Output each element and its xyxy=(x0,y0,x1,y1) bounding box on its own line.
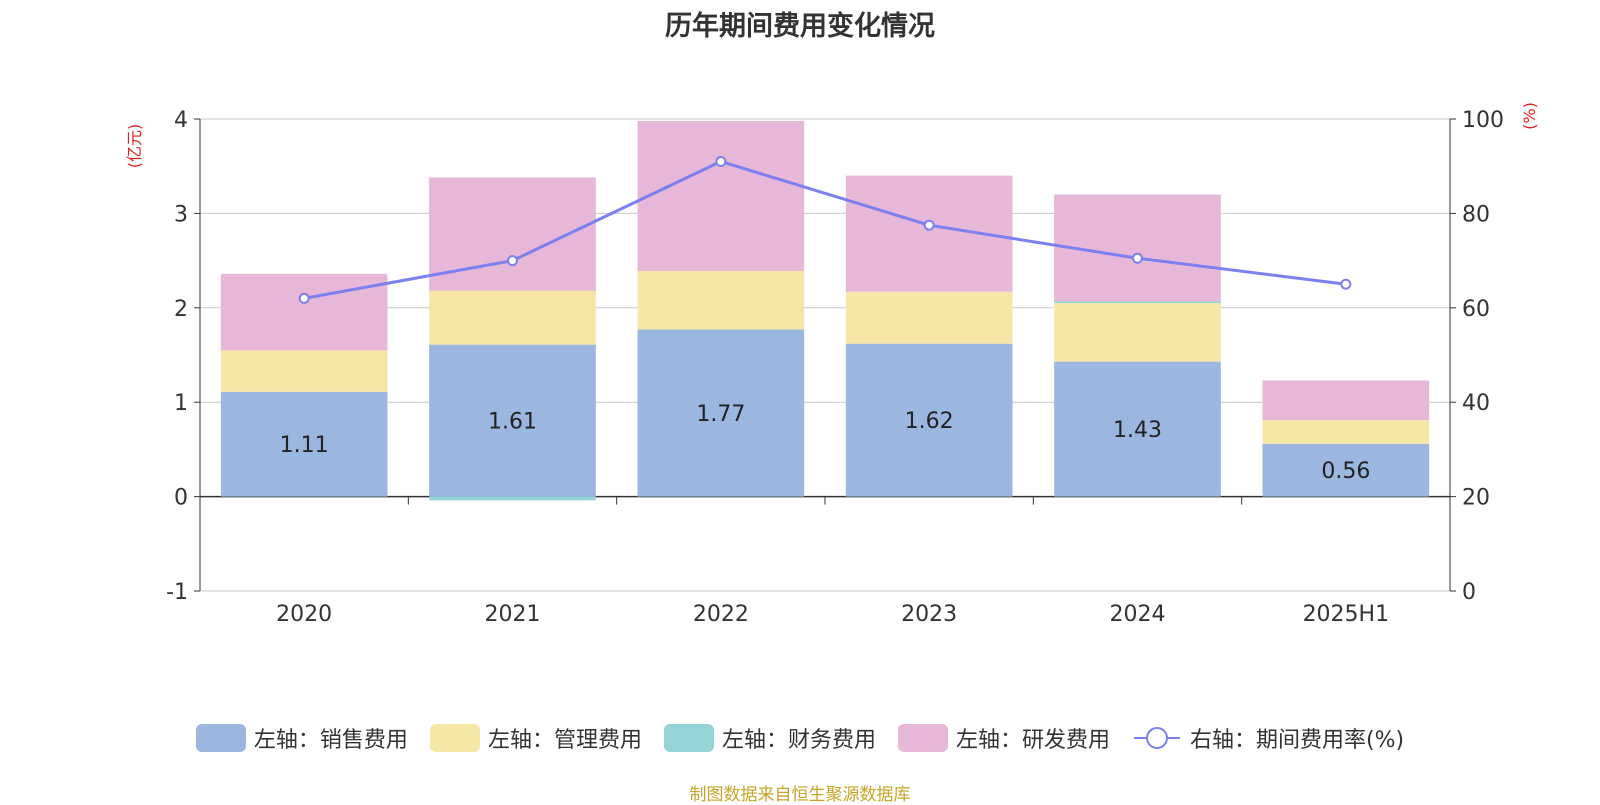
bar-s1-2025H1 xyxy=(1262,420,1430,444)
bar-s0-2020 xyxy=(220,391,388,497)
source-note: 制图数据来自恒生聚源数据库 xyxy=(689,785,911,805)
right-tick-label-0: 0 xyxy=(1462,580,1476,605)
legend-swatch-finance xyxy=(663,724,714,752)
x-tick-label-2022: 2022 xyxy=(693,602,749,627)
x-tick-label-2020: 2020 xyxy=(276,602,332,627)
ratio-point-2020 xyxy=(298,292,310,304)
bar-s1-2024 xyxy=(1054,303,1221,362)
left-tick-label-1: 0 xyxy=(174,486,188,511)
left-tick-label-0: -1 xyxy=(166,580,188,605)
bar-s1-2021 xyxy=(429,290,596,345)
legend: 左轴：销售费用 左轴：管理费用 左轴：财务费用 左轴：研发费用 右轴：期间费用率… xyxy=(0,722,1600,754)
bar-s0-2021 xyxy=(429,344,596,497)
legend-swatch-admin xyxy=(429,724,480,752)
left-tick-label-4: 3 xyxy=(174,202,188,227)
right-axis-unit-label: (%) xyxy=(1520,102,1539,130)
ratio-point-2025H1 xyxy=(1340,278,1352,290)
right-tick-label-3: 60 xyxy=(1462,297,1490,322)
bar-s1-2022 xyxy=(637,270,805,330)
bar-s1-2023 xyxy=(845,291,1013,344)
legend-label-sales: 左轴：销售费用 xyxy=(253,728,408,753)
x-tick-label-2025H1: 2025H1 xyxy=(1303,602,1390,627)
ratio-point-2023 xyxy=(923,219,935,231)
bar-s2-2024 xyxy=(1054,301,1221,304)
legend-label-rnd: 左轴：研发费用 xyxy=(955,728,1110,753)
legend-swatch-sales xyxy=(195,724,246,752)
legend-item-admin[interactable]: 左轴：管理费用 xyxy=(429,722,642,754)
legend-swatch-rnd xyxy=(897,724,948,752)
bar-s0-2023 xyxy=(845,343,1013,497)
legend-label-finance: 左轴：财务费用 xyxy=(721,728,876,753)
chart-title: 历年期间费用变化情况 xyxy=(665,11,935,42)
left-tick-label-2: 1 xyxy=(174,391,188,416)
data-label-sales-2022: 1.77 xyxy=(696,402,745,427)
ratio-point-2024 xyxy=(1132,252,1143,264)
data-label-sales-2020: 1.11 xyxy=(280,433,329,458)
left-axis-unit-label: (亿元) xyxy=(125,124,144,169)
left-tick-label-3: 2 xyxy=(174,297,188,322)
legend-label-ratio: 右轴：期间费用率(%) xyxy=(1189,728,1405,753)
left-tick-label-5: 4 xyxy=(174,108,188,133)
bar-s0-2022 xyxy=(637,329,805,497)
x-tick-label-2023: 2023 xyxy=(901,602,957,627)
legend-item-rnd[interactable]: 左轴：研发费用 xyxy=(897,722,1110,754)
legend-item-sales[interactable]: 左轴：销售费用 xyxy=(195,722,408,754)
bar-s0-2024 xyxy=(1054,361,1221,497)
x-tick-label-2021: 2021 xyxy=(485,602,541,627)
ratio-line xyxy=(303,159,1347,300)
data-label-sales-2023: 1.62 xyxy=(905,409,954,434)
right-tick-label-5: 100 xyxy=(1462,108,1504,133)
bar-s0-2025H1 xyxy=(1262,443,1430,497)
right-tick-label-1: 20 xyxy=(1462,486,1490,511)
bar-s3-2022 xyxy=(637,120,805,271)
x-tick-label-2024: 2024 xyxy=(1110,602,1166,627)
bar-s1-2020 xyxy=(220,350,388,392)
right-tick-label-2: 40 xyxy=(1462,391,1490,416)
bar-s2-2021 xyxy=(429,496,596,501)
legend-item-ratio[interactable]: 右轴：期间费用率(%) xyxy=(1132,722,1404,754)
right-tick-label-4: 80 xyxy=(1462,202,1490,227)
ratio-point-2021 xyxy=(507,255,518,267)
bar-s3-2024 xyxy=(1054,194,1221,302)
bar-s3-2025H1 xyxy=(1262,380,1430,421)
legend-line-marker-icon xyxy=(1133,727,1180,749)
data-label-sales-2025H1: 0.56 xyxy=(1321,459,1370,484)
data-label-sales-2021: 1.61 xyxy=(488,410,537,435)
data-label-sales-2024: 1.43 xyxy=(1113,418,1162,443)
ratio-point-2022 xyxy=(715,155,727,167)
legend-item-finance[interactable]: 左轴：财务费用 xyxy=(663,722,876,754)
legend-label-admin: 左轴：管理费用 xyxy=(487,728,642,753)
bar-s3-2020 xyxy=(220,273,388,351)
